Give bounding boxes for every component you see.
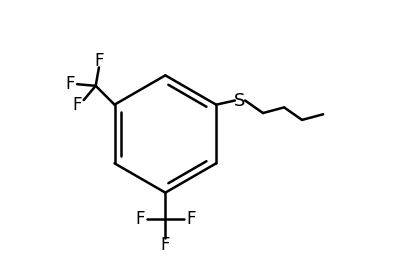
Text: S: S [234, 91, 246, 110]
Text: F: F [135, 210, 145, 228]
Text: F: F [160, 236, 170, 254]
Text: F: F [72, 96, 82, 114]
Text: F: F [94, 52, 104, 70]
Text: F: F [66, 75, 75, 93]
Text: F: F [186, 210, 196, 228]
